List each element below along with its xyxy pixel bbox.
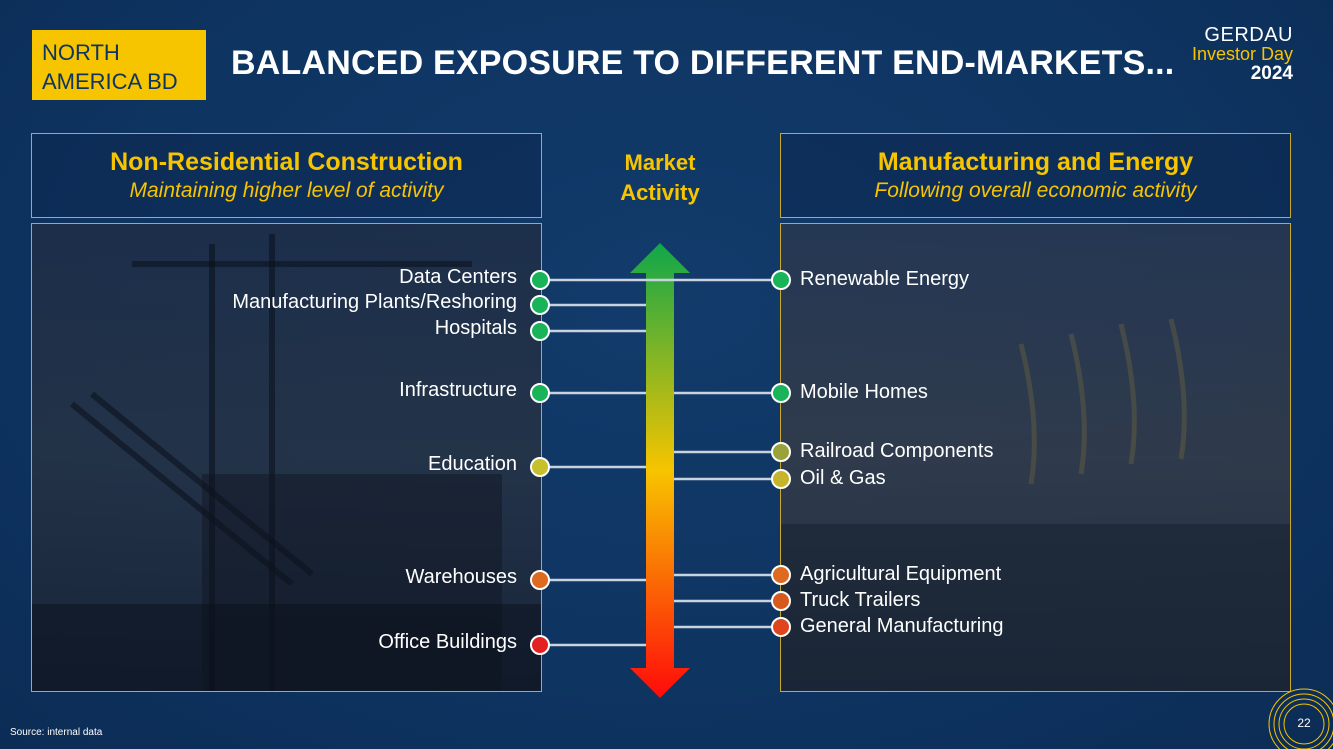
status-dot-left	[530, 383, 550, 403]
logo-line2: Investor Day	[1191, 44, 1293, 64]
end-market-label-left: Hospitals	[434, 317, 517, 339]
end-market-label-left: Education	[428, 453, 517, 475]
status-dot-right	[771, 442, 791, 462]
section-tag-line1: NORTH	[42, 40, 120, 65]
end-market-label-left: Office Buildings	[378, 631, 517, 653]
status-dot-left	[530, 635, 550, 655]
factory-photo-panel	[780, 223, 1291, 692]
end-market-label-left: Manufacturing Plants/Reshoring	[232, 291, 517, 313]
page-title: BALANCED EXPOSURE TO DIFFERENT END-MARKE…	[231, 44, 1175, 82]
end-market-label-left: Warehouses	[405, 566, 517, 588]
status-dot-left	[530, 457, 550, 477]
right-header-title: Manufacturing and Energy	[877, 148, 1194, 176]
status-dot-left	[530, 295, 550, 315]
right-header-box: Manufacturing and Energy Following overa…	[780, 133, 1291, 218]
end-market-label-right: Railroad Components	[800, 440, 994, 462]
gerdau-logo: GERDAU Investor Day 2024	[1191, 24, 1293, 84]
logo-line3: 2024	[1250, 63, 1293, 84]
left-header-box: Non-Residential Construction Maintaining…	[31, 133, 542, 218]
market-label-line1: Market	[624, 150, 696, 175]
end-market-label-right: Renewable Energy	[800, 268, 969, 290]
end-market-label-right: Oil & Gas	[800, 467, 886, 489]
status-dot-right	[771, 617, 791, 637]
market-label-line2: Activity	[620, 180, 700, 205]
right-header-subtitle: Following overall economic activity	[874, 179, 1197, 202]
market-activity-label: Market Activity	[600, 148, 720, 208]
section-tag-line2: AMERICA BD	[42, 69, 178, 94]
status-dot-right	[771, 591, 791, 611]
left-header-title: Non-Residential Construction	[110, 148, 463, 176]
status-dot-left	[530, 270, 550, 290]
logo-line1: GERDAU	[1204, 24, 1293, 46]
status-dot-right	[771, 565, 791, 585]
section-tag: NORTH AMERICA BD	[32, 30, 206, 100]
end-market-label-right: Agricultural Equipment	[800, 563, 1002, 585]
end-market-label-right: General Manufacturing	[800, 615, 1004, 637]
left-header-subtitle: Maintaining higher level of activity	[129, 179, 444, 202]
status-dot-right	[771, 469, 791, 489]
status-dot-left	[530, 321, 550, 341]
market-activity-arrow	[630, 243, 690, 698]
construction-silhouette-image	[32, 234, 541, 691]
status-dot-left	[530, 570, 550, 590]
source-note: Source: internal data	[10, 727, 103, 738]
status-dot-right	[771, 270, 791, 290]
construction-photo-panel	[31, 223, 542, 692]
end-market-label-left: Infrastructure	[399, 379, 517, 401]
page-number: 22	[1297, 716, 1311, 730]
end-market-label-right: Mobile Homes	[800, 381, 928, 403]
status-dot-right	[771, 383, 791, 403]
end-market-label-left: Data Centers	[399, 266, 517, 288]
factory-interior-image	[781, 318, 1290, 691]
end-market-label-right: Truck Trailers	[800, 589, 921, 611]
